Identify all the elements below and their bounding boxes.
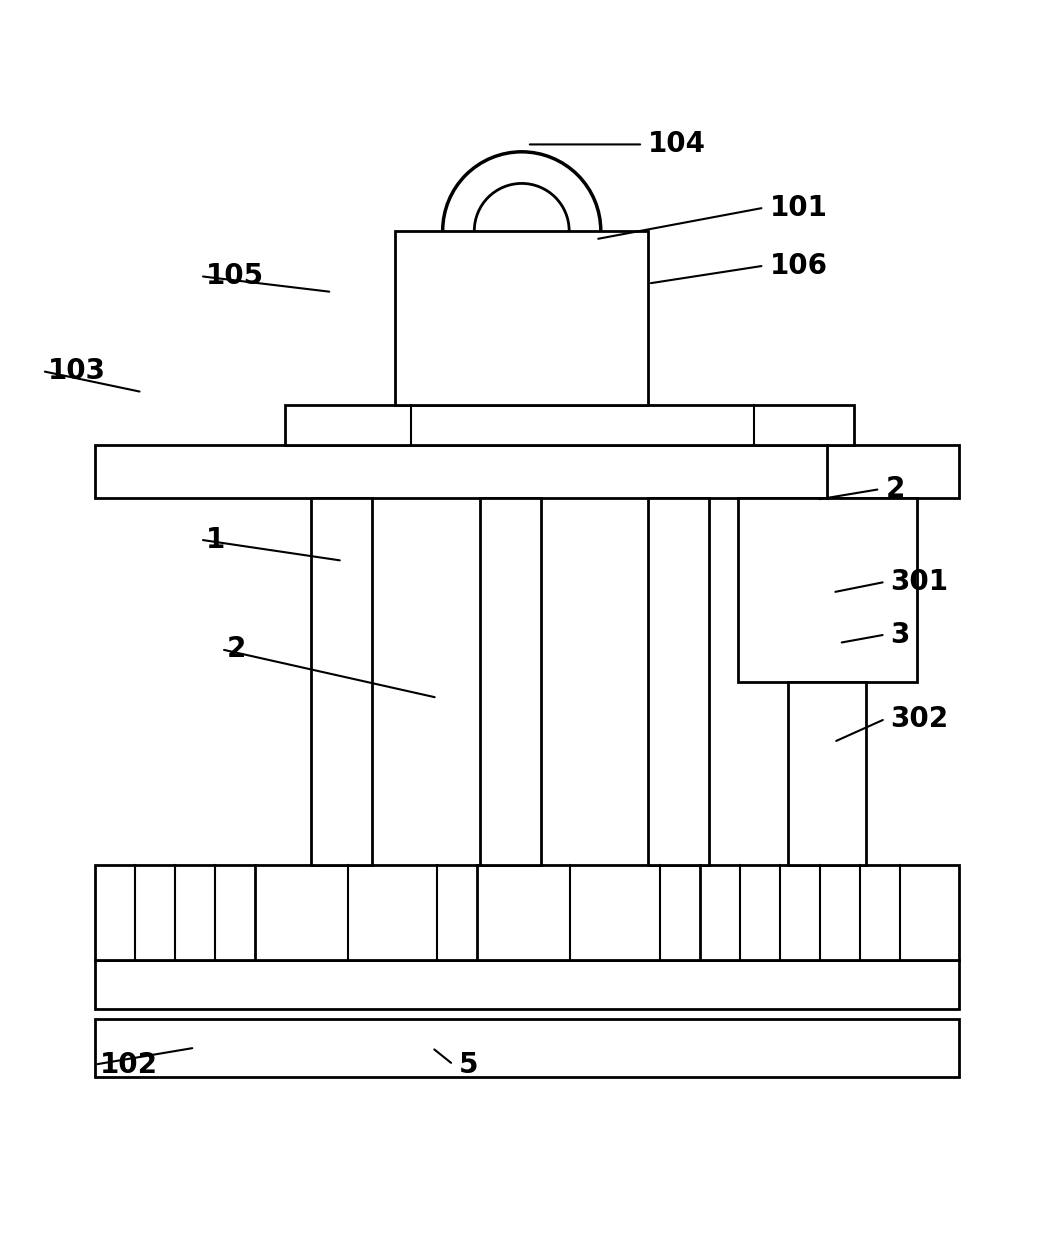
Text: 105: 105	[206, 262, 264, 291]
Text: 302: 302	[891, 705, 949, 733]
Bar	[395, 231, 648, 404]
Text: 1: 1	[206, 525, 225, 554]
Text: 101: 101	[769, 193, 827, 222]
Text: 2: 2	[227, 635, 246, 663]
Bar	[285, 404, 854, 444]
Text: 5: 5	[458, 1051, 479, 1078]
Text: 104: 104	[648, 131, 706, 158]
Bar	[95, 444, 959, 498]
Bar	[480, 498, 541, 865]
Bar	[95, 1020, 959, 1077]
Text: 103: 103	[47, 357, 105, 386]
Bar	[788, 681, 866, 865]
Text: 102: 102	[100, 1051, 158, 1078]
Bar	[95, 960, 959, 1008]
Bar	[311, 498, 372, 865]
Text: 3: 3	[891, 620, 910, 649]
Bar	[738, 498, 917, 681]
Text: 2: 2	[885, 475, 904, 503]
Bar	[648, 498, 709, 865]
Text: 301: 301	[891, 568, 949, 595]
Text: 106: 106	[769, 252, 827, 280]
Bar	[95, 865, 959, 960]
